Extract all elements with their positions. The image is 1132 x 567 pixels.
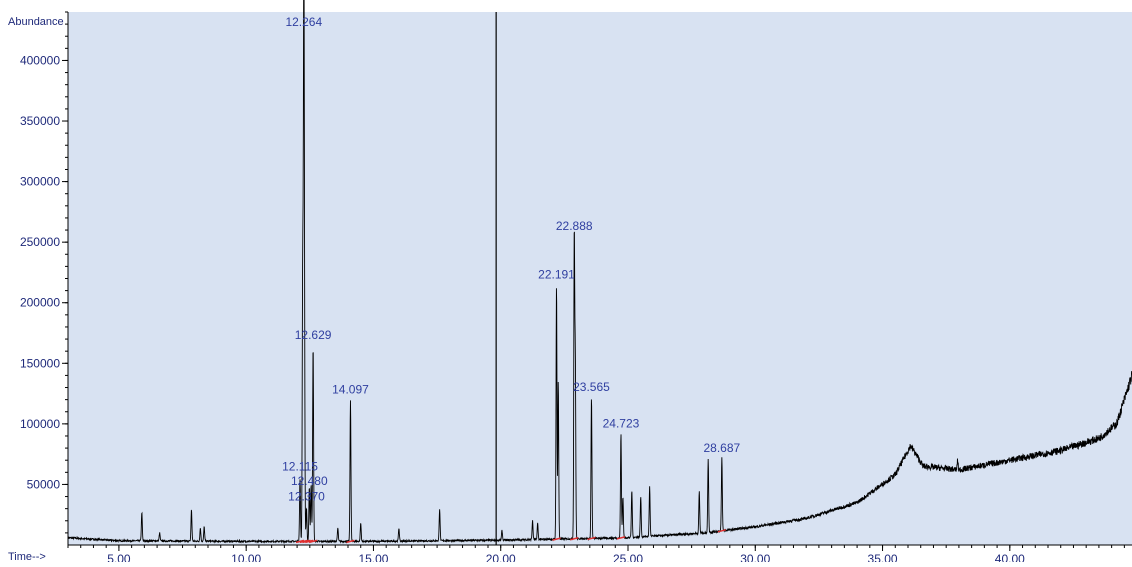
peak-label: 28.687 bbox=[703, 441, 740, 455]
y-tick-label: 150000 bbox=[20, 356, 60, 370]
y-axis-title: Abundance bbox=[8, 16, 64, 28]
integration-mark bbox=[552, 537, 561, 541]
integration-mark bbox=[717, 529, 727, 533]
x-tick-label: 20.00 bbox=[486, 552, 516, 562]
integration-mark bbox=[570, 537, 579, 541]
peak-label: 23.565 bbox=[573, 380, 610, 394]
chromatogram-trace bbox=[67, 0, 1132, 544]
y-tick-label: 250000 bbox=[20, 235, 60, 249]
x-tick-label: 35.00 bbox=[868, 552, 898, 562]
trace-layer bbox=[67, 0, 1132, 544]
peak-label: 12.264 bbox=[285, 15, 322, 29]
peak-label: 22.191 bbox=[538, 268, 575, 282]
y-tick-label: 350000 bbox=[20, 114, 60, 128]
y-tick-label: 400000 bbox=[20, 53, 60, 67]
y-tick-label: 50000 bbox=[27, 477, 61, 491]
y-axis: 50000 100000 150000 200000 250000 300000 35000… bbox=[20, 11, 69, 545]
y-tick-label: 200000 bbox=[20, 296, 60, 310]
y-tick-label: 100000 bbox=[20, 417, 60, 431]
x-tick-label: 5.00 bbox=[107, 552, 131, 562]
peak-label: 12.480 bbox=[291, 474, 328, 488]
x-tick-label: 40.00 bbox=[995, 552, 1025, 562]
x-tick-label: 25.00 bbox=[613, 552, 643, 562]
x-tick-label: 10.00 bbox=[231, 552, 261, 562]
integration-mark bbox=[616, 536, 626, 540]
integration-mark bbox=[587, 536, 596, 541]
x-tick-label: 15.00 bbox=[358, 552, 388, 562]
peak-label: 12.115 bbox=[282, 459, 318, 473]
peak-label: 24.723 bbox=[603, 417, 640, 431]
integration-mark bbox=[346, 539, 355, 544]
y-tick-label: 300000 bbox=[20, 175, 60, 189]
peak-label: 14.097 bbox=[332, 383, 369, 397]
peak-label: 12.370 bbox=[288, 490, 325, 504]
x-axis: 5.00 10.00 15.00 20.00 25.00 30.00 35.00 40.00 bbox=[67, 544, 1132, 566]
x-tick-label: 30.00 bbox=[740, 552, 770, 562]
integration-mark bbox=[302, 539, 311, 544]
x-axis-title: Time--> bbox=[8, 551, 46, 562]
peak-label: 22.888 bbox=[556, 219, 593, 233]
peak-label: 12.629 bbox=[295, 328, 332, 342]
integration-mark bbox=[295, 539, 305, 544]
integration-mark bbox=[308, 539, 318, 544]
plot-area bbox=[68, 12, 1132, 545]
